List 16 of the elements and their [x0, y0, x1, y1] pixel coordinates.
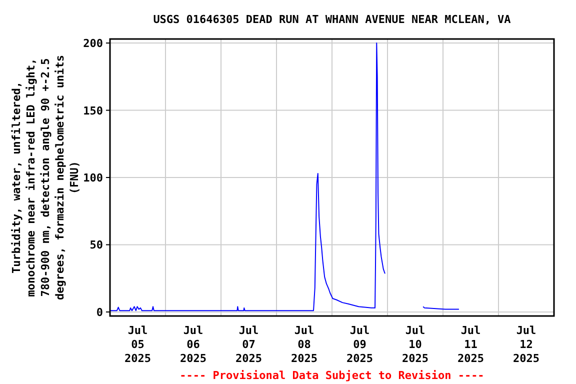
y-tick-label: 150 [83, 104, 103, 118]
x-tick-label: Jul 10 2025 [402, 324, 428, 365]
x-tick-label: Jul 09 2025 [346, 324, 373, 365]
x-tick-label: Jul 08 2025 [291, 324, 318, 365]
x-tick-label: Jul 07 2025 [236, 324, 262, 365]
y-tick-label: 50 [90, 238, 103, 252]
x-tick-label: Jul 11 2025 [458, 324, 484, 365]
y-tick-label: 0 [96, 306, 103, 319]
chart-title: USGS 01646305 DEAD RUN AT WHANN AVENUE NEAR MCLEAN, VA [153, 13, 512, 26]
x-tick-label: Jul 12 2025 [513, 324, 540, 365]
y-axis-title: Turbidity, water, unfiltered, monochrome near infra-red LED light, 780-900 nm, detection angle 90 +-2.5 degrees, formazin nephelometric units (FNU) [10, 54, 81, 300]
text: ---- Provisional Data Subject to Revision ---- [180, 369, 484, 382]
x-tick-label: Jul 06 2025 [180, 324, 206, 365]
y-tick-label: 100 [83, 172, 103, 184]
y-tick-label: 200 [83, 37, 103, 50]
x-tick-label: Jul 05 2025 [124, 324, 151, 365]
